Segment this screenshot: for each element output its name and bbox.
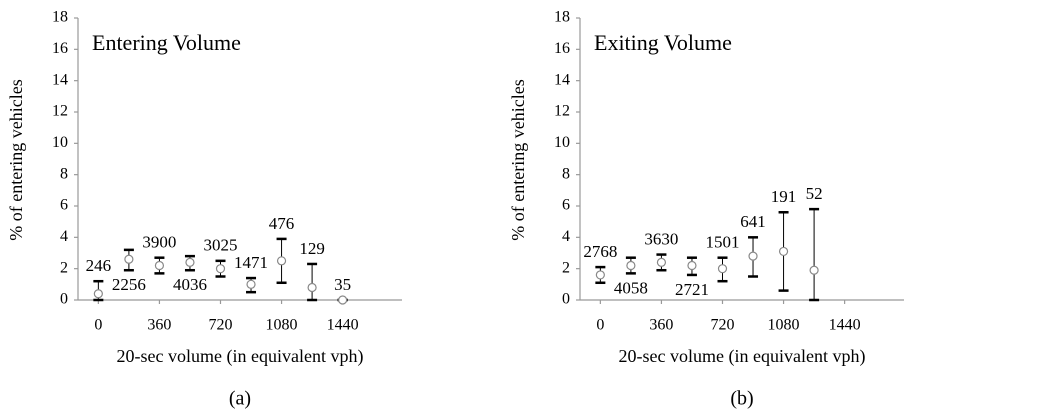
y-tick-label: 18: [554, 9, 570, 26]
count-label: 641: [740, 212, 766, 231]
mean-marker: [185, 257, 195, 267]
count-label: 2256: [112, 275, 146, 294]
count-label: 4058: [614, 278, 648, 297]
count-label: 3900: [142, 233, 176, 252]
y-tick-label: 6: [60, 197, 68, 214]
x-tick-label: 1080: [266, 317, 298, 334]
x-axis-label: 20-sec volume (in equivalent vph): [619, 346, 866, 367]
y-tick-label: 10: [52, 134, 68, 151]
y-tick-label: 16: [554, 40, 570, 57]
count-label: 4036: [173, 275, 207, 294]
count-label: 476: [269, 214, 295, 233]
mean-marker: [748, 251, 758, 261]
chart-title: Entering Volume: [92, 30, 241, 55]
count-label: 129: [299, 239, 325, 258]
x-tick-label: 720: [710, 317, 734, 334]
count-label: 191: [771, 187, 797, 206]
y-axis-label: % of entering vehicles: [508, 79, 528, 240]
y-tick-label: 0: [60, 291, 68, 308]
x-axis-label: 20-sec volume (in equivalent vph): [117, 346, 364, 367]
mean-marker: [338, 295, 348, 305]
mean-marker: [154, 260, 165, 271]
y-tick-label: 12: [52, 103, 68, 120]
mean-marker: [809, 265, 819, 275]
y-tick-label: 4: [562, 228, 570, 245]
y-tick-label: 10: [554, 134, 570, 151]
mean-marker: [595, 270, 605, 280]
x-tick-label: 0: [94, 317, 102, 334]
mean-marker: [246, 279, 256, 289]
y-tick-label: 14: [52, 71, 68, 88]
chart-title: Exiting Volume: [594, 30, 732, 55]
mean-marker: [93, 289, 103, 299]
mean-marker: [276, 256, 287, 266]
y-tick-label: 14: [554, 71, 570, 88]
count-label: 1501: [705, 233, 739, 252]
y-tick-label: 2: [60, 259, 68, 276]
count-label: 52: [806, 184, 823, 203]
count-label: 35: [334, 275, 351, 294]
count-label: 1471: [234, 253, 268, 272]
x-tick-label: 360: [649, 317, 673, 334]
y-tick-label: 16: [52, 40, 68, 57]
y-tick-label: 18: [52, 9, 68, 26]
count-label: 3025: [203, 236, 237, 255]
y-tick-label: 2: [562, 259, 570, 276]
x-tick-label: 720: [208, 317, 232, 334]
x-tick-label: 1080: [768, 317, 800, 334]
y-axis-label: % of entering vehicles: [6, 79, 26, 240]
y-tick-label: 12: [554, 103, 570, 120]
y-tick-label: 8: [60, 165, 68, 182]
x-tick-label: 1440: [829, 317, 861, 334]
mean-marker: [717, 264, 728, 274]
x-tick-label: 0: [596, 317, 604, 334]
mean-marker: [778, 246, 789, 257]
mean-marker: [307, 282, 317, 293]
panel-label: (b): [730, 388, 753, 410]
y-tick-label: 0: [562, 291, 570, 308]
mean-marker: [215, 264, 226, 274]
count-label: 2768: [583, 242, 617, 261]
count-label: 2721: [675, 280, 709, 299]
x-tick-label: 1440: [327, 317, 359, 334]
mean-marker: [124, 254, 134, 264]
y-tick-label: 4: [60, 228, 68, 245]
mean-marker: [656, 257, 667, 267]
panel-label: (a): [229, 388, 251, 410]
y-tick-label: 6: [562, 197, 570, 214]
mean-marker: [626, 260, 636, 271]
mean-marker: [687, 260, 697, 271]
x-tick-label: 360: [147, 317, 171, 334]
count-label: 3630: [644, 229, 678, 248]
y-tick-label: 8: [562, 165, 570, 182]
count-label: 246: [86, 256, 112, 275]
